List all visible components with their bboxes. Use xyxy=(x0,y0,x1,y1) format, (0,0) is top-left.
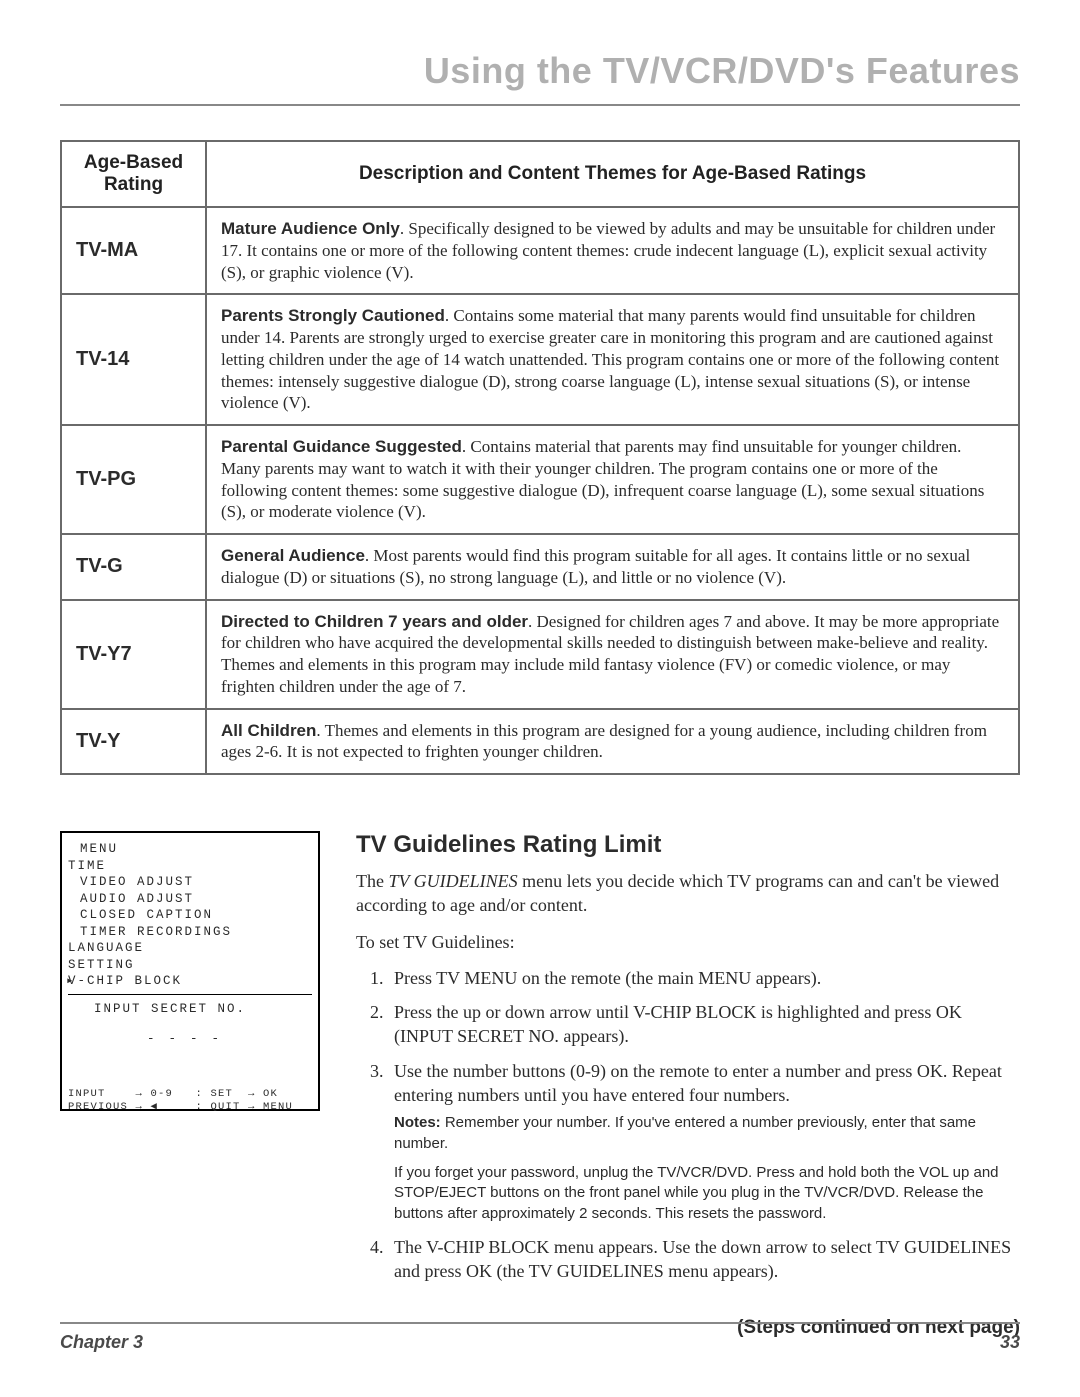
text: appears). xyxy=(751,968,821,988)
rating-code: TV-G xyxy=(61,534,206,600)
guide-intro: The TV GUIDELINES menu lets you decide w… xyxy=(356,869,1020,918)
osd-item-selected: V-CHIP BLOCK xyxy=(68,973,312,990)
text-italic: TV GUIDELINES xyxy=(529,1261,664,1281)
rating-lead: All Children xyxy=(221,721,316,740)
text-italic: TV GUIDELINES xyxy=(388,871,517,891)
rating-desc: Mature Audience Only. Specifically desig… xyxy=(206,207,1019,294)
guide-steps: Press TV MENU on the remote (the main ME… xyxy=(356,966,1020,1284)
text-italic: V-CHIP BLOCK xyxy=(633,1002,756,1022)
text-italic: INPUT SECRET NO. xyxy=(400,1026,559,1046)
footer-page-number: 33 xyxy=(1000,1332,1020,1353)
ratings-table: Age-Based Rating Description and Content… xyxy=(60,140,1020,775)
table-row: TV-Y7 Directed to Children 7 years and o… xyxy=(61,600,1019,709)
guide-step: Press the up or down arrow until V-CHIP … xyxy=(388,1000,1020,1049)
osd-input-dashes: ---- xyxy=(68,1017,312,1088)
rating-body: . Themes and elements in this program ar… xyxy=(221,721,987,762)
osd-subtitle: INPUT SECRET NO. xyxy=(68,1001,312,1018)
osd-divider xyxy=(68,994,312,995)
osd-item: TIME xyxy=(68,858,312,875)
rating-lead: Parents Strongly Cautioned xyxy=(221,306,445,325)
osd-hints: INPUT → 0-9 : SET → OK PREVIOUS → ◀ : QU… xyxy=(68,1088,312,1114)
table-header-desc: Description and Content Themes for Age-B… xyxy=(206,141,1019,207)
text: The xyxy=(356,871,388,891)
rating-code: TV-Y xyxy=(61,709,206,775)
table-row: TV-14 Parents Strongly Cautioned. Contai… xyxy=(61,294,1019,425)
text: and press OK (the xyxy=(394,1261,529,1281)
guide-note: If you forget your password, unplug the … xyxy=(394,1163,1020,1225)
rating-desc: Parents Strongly Cautioned. Contains som… xyxy=(206,294,1019,425)
lower-section: MENU TIME VIDEO ADJUST AUDIO ADJUST CLOS… xyxy=(60,831,1020,1339)
rating-code: TV-14 xyxy=(61,294,206,425)
page-title: Using the TV/VCR/DVD's Features xyxy=(60,50,1020,106)
osd-item: LANGUAGE xyxy=(68,940,312,957)
rating-code: TV-MA xyxy=(61,207,206,294)
rating-lead: Directed to Children 7 years and older xyxy=(221,612,528,631)
guide-step: The V-CHIP BLOCK menu appears. Use the d… xyxy=(388,1235,1020,1284)
osd-item: VIDEO ADJUST xyxy=(68,874,312,891)
text: Remember your number. If you've entered … xyxy=(394,1114,976,1152)
rating-lead: Parental Guidance Suggested xyxy=(221,437,462,456)
osd-title: MENU xyxy=(68,841,312,858)
text: Press TV MENU on the remote (the main xyxy=(394,968,698,988)
text: menu appears. Use the down arrow to sele… xyxy=(549,1237,876,1257)
text: appears). xyxy=(559,1026,629,1046)
table-header-rating: Age-Based Rating xyxy=(61,141,206,207)
table-row: TV-Y All Children. Themes and elements i… xyxy=(61,709,1019,775)
page-footer: Chapter 3 33 xyxy=(60,1322,1020,1353)
osd-hint-line: PREVIOUS → ◀ : QUIT → MENU xyxy=(68,1101,312,1114)
rating-lead: Mature Audience Only xyxy=(221,219,400,238)
osd-panel: MENU TIME VIDEO ADJUST AUDIO ADJUST CLOS… xyxy=(60,831,320,1111)
text-italic: V-CHIP BLOCK xyxy=(426,1237,549,1257)
guide-step: Press TV MENU on the remote (the main ME… xyxy=(388,966,1020,990)
notes-label: Notes: xyxy=(394,1114,441,1131)
rating-desc: Directed to Children 7 years and older. … xyxy=(206,600,1019,709)
guide-heading: TV Guidelines Rating Limit xyxy=(356,831,1020,859)
text: menu appears). xyxy=(664,1261,778,1281)
rating-lead: General Audience xyxy=(221,546,365,565)
rating-desc: Parental Guidance Suggested. Contains ma… xyxy=(206,425,1019,534)
text: The xyxy=(394,1237,426,1257)
page: Using the TV/VCR/DVD's Features Age-Base… xyxy=(0,0,1080,1397)
rating-desc: General Audience. Most parents would fin… xyxy=(206,534,1019,600)
guide-note: Notes: Remember your number. If you've e… xyxy=(394,1113,1020,1154)
rating-code: TV-Y7 xyxy=(61,600,206,709)
osd-item: CLOSED CAPTION xyxy=(68,907,312,924)
table-row: TV-G General Audience. Most parents woul… xyxy=(61,534,1019,600)
text-italic: MENU xyxy=(698,968,751,988)
osd-item: SETTING xyxy=(68,957,312,974)
table-row: TV-MA Mature Audience Only. Specifically… xyxy=(61,207,1019,294)
osd-item: TIMER RECORDINGS xyxy=(68,924,312,941)
text-italic: TV GUIDELINES xyxy=(876,1237,1011,1257)
rating-code: TV-PG xyxy=(61,425,206,534)
rating-desc: All Children. Themes and elements in thi… xyxy=(206,709,1019,775)
guide-step: Use the number buttons (0-9) on the remo… xyxy=(388,1059,1020,1225)
table-row: TV-PG Parental Guidance Suggested. Conta… xyxy=(61,425,1019,534)
footer-chapter: Chapter 3 xyxy=(60,1332,143,1353)
osd-hint-line: INPUT → 0-9 : SET → OK xyxy=(68,1088,312,1101)
guide-toset: To set TV Guidelines: xyxy=(356,930,1020,954)
guide-section: TV Guidelines Rating Limit The TV GUIDEL… xyxy=(356,831,1020,1339)
osd-item: AUDIO ADJUST xyxy=(68,891,312,908)
text: Press the up or down arrow until xyxy=(394,1002,633,1022)
text: Use the number buttons (0-9) on the remo… xyxy=(394,1061,1002,1105)
